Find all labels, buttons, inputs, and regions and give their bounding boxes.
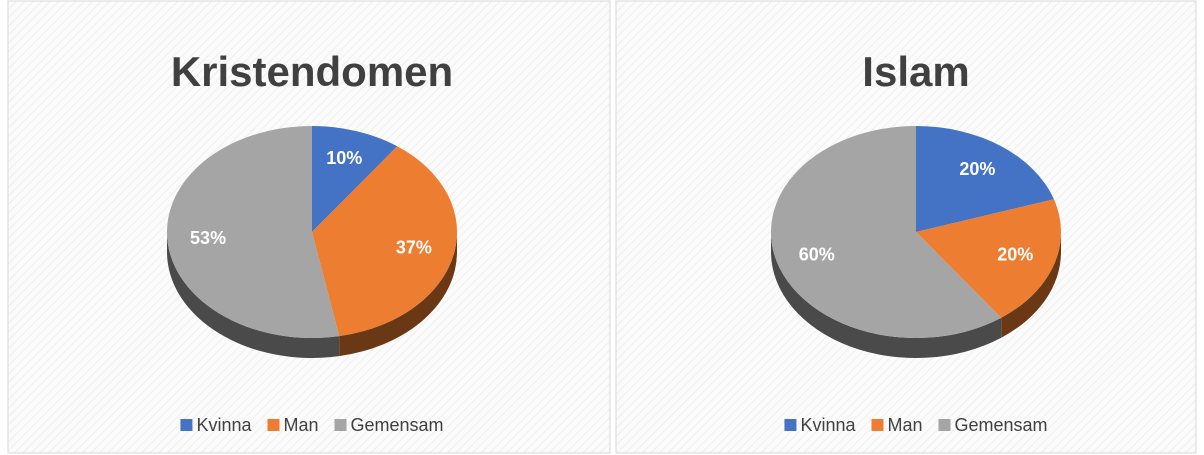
legend-label: Man (887, 415, 922, 435)
pie-slice (312, 126, 398, 232)
data-label: 10% (326, 148, 362, 168)
legend-swatch (334, 419, 347, 431)
legend-label: Kvinna (800, 415, 856, 435)
legend-label: Gemensam (351, 415, 444, 435)
chart-title: Islam (862, 48, 969, 95)
pie-slice (771, 126, 1002, 338)
data-label: 20% (959, 159, 995, 179)
data-label: 37% (396, 237, 432, 257)
pie-slice (312, 146, 457, 337)
pie-slice (916, 199, 1061, 318)
legend-swatch (180, 419, 193, 431)
legend-label: Gemensam (955, 415, 1048, 435)
pie-slice (166, 126, 340, 338)
legend-label: Kvinna (196, 415, 252, 435)
legend-label: Man (283, 415, 318, 435)
pie-side (771, 232, 1002, 359)
legend-swatch (871, 419, 884, 431)
pie-side (1001, 232, 1061, 338)
legend-swatch (784, 419, 797, 431)
pie-side (339, 232, 457, 357)
legend-swatch (267, 419, 280, 431)
pie-slice (916, 126, 1054, 232)
legend-swatch (938, 419, 951, 431)
data-label: 20% (997, 244, 1033, 264)
pie-side (167, 232, 340, 358)
data-label: 60% (799, 244, 835, 264)
data-label: 53% (190, 228, 226, 248)
chart-title: Kristendomen (171, 48, 453, 95)
